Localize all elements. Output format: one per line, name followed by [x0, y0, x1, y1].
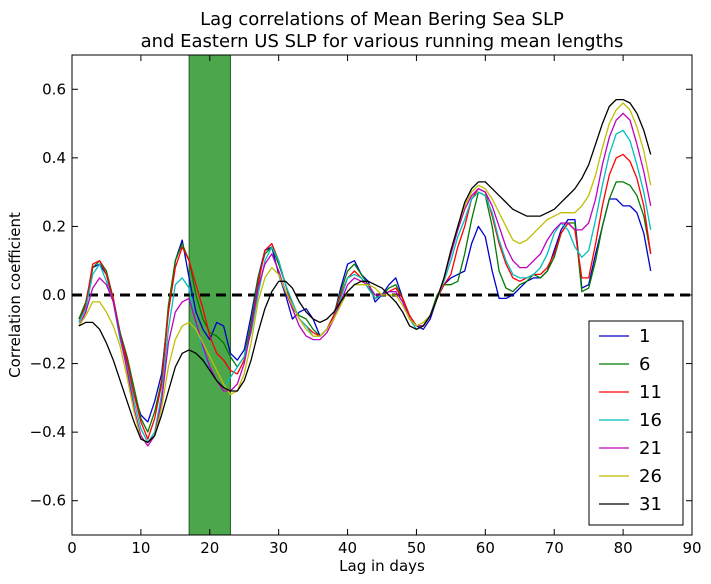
series-line-21	[78, 112, 652, 447]
x-tick-label: 0	[67, 539, 77, 557]
y-tick-label: 0.2	[42, 217, 66, 235]
series-layer	[78, 98, 652, 447]
y-tick-label: 0.6	[42, 80, 66, 98]
x-tick-label: 60	[476, 539, 495, 557]
legend-label-1: 1	[639, 326, 650, 347]
x-tick-label: 30	[269, 539, 288, 557]
y-tick-label: 0.4	[42, 149, 66, 167]
legend-label-31: 31	[639, 494, 662, 515]
x-tick-label: 70	[545, 539, 564, 557]
legend-label-21: 21	[639, 438, 662, 459]
series-line-31	[78, 98, 652, 444]
y-tick-label: −0.6	[30, 492, 66, 510]
x-axis-label: Lag in days	[339, 557, 425, 575]
legend-label-11: 11	[639, 382, 662, 403]
series-line-6	[78, 181, 652, 433]
y-axis-label: Correlation coefficient	[6, 212, 24, 378]
series-line-26	[78, 102, 652, 444]
legend-label-26: 26	[639, 466, 662, 487]
x-tick-label: 10	[131, 539, 150, 557]
x-tick-label: 50	[407, 539, 426, 557]
chart-subtitle: and Eastern US SLP for various running m…	[141, 31, 624, 52]
x-tick-label: 40	[338, 539, 357, 557]
legend-box	[588, 320, 684, 526]
ticks-layer: 0 10 20 30 40 50 60 70 80 90 −0.6 −0.4 −0.2 0.0 0.2 0.4…	[30, 55, 702, 557]
legend-label-16: 16	[639, 410, 662, 431]
y-tick-label: 0.0	[42, 286, 66, 304]
chart-title: Lag correlations of Mean Bering Sea SLP	[200, 9, 564, 30]
x-tick-label: 20	[200, 539, 219, 557]
legend-label-6: 6	[639, 354, 650, 375]
y-tick-label: −0.2	[30, 355, 66, 373]
x-tick-label: 90	[682, 539, 701, 557]
x-tick-label: 80	[614, 539, 633, 557]
y-tick-label: −0.4	[30, 423, 66, 441]
